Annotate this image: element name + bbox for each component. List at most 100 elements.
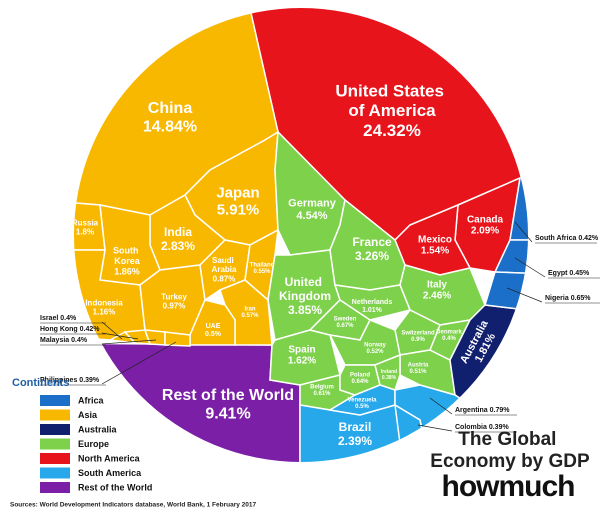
chart-title: The Global Economy by GDP xyxy=(430,429,590,472)
legend-label: Africa xyxy=(78,395,105,405)
legend-swatch xyxy=(40,424,70,435)
cell-value: 9.41% xyxy=(205,405,250,422)
brand: howmuch xyxy=(442,470,575,503)
cell-name: Thailand xyxy=(250,262,275,268)
external-label: Hong Kong 0.42% xyxy=(40,326,100,333)
cell-name: Nigeria xyxy=(545,295,569,302)
cell-value: 0.52% xyxy=(366,349,384,355)
external-label: Egypt 0.45% xyxy=(548,270,590,277)
cell-name: Rest of the World xyxy=(162,387,294,404)
cell-value: 0.65% xyxy=(571,295,592,302)
cell-name: India xyxy=(164,225,192,239)
cell-name: Israel xyxy=(40,315,58,322)
cell xyxy=(394,403,441,462)
cell-name: Philippines xyxy=(40,377,77,384)
external-label: Israel 0.4% xyxy=(40,315,77,322)
legend-swatch xyxy=(40,467,70,479)
cell-value: 0.64% xyxy=(351,379,369,385)
cell-name: Brazil xyxy=(339,420,372,434)
legend-swatch xyxy=(40,453,70,464)
cell-name: Italy xyxy=(427,279,447,290)
cell-value: 2.83% xyxy=(161,239,195,253)
cell xyxy=(509,171,528,241)
cell-name: Hong Kong xyxy=(40,326,78,333)
cell-value: 0.97% xyxy=(163,302,186,311)
cell-value: 1.54% xyxy=(421,245,449,256)
cell-value: 0.42% xyxy=(578,235,599,242)
cell-name: United States of America xyxy=(335,82,448,121)
cell-value: 0.67% xyxy=(336,323,354,329)
leader-line xyxy=(101,332,139,340)
cell-name: South Korea xyxy=(113,246,141,266)
cell-value: 2.46% xyxy=(423,290,451,301)
cell-name: Sweden xyxy=(334,316,357,322)
legend: Africa Asia Australia Europe North America So… xyxy=(40,395,152,493)
cell-value: 0.87% xyxy=(213,274,236,283)
cell-name: Austria xyxy=(408,362,429,368)
legend-swatch xyxy=(40,438,70,450)
cell-value: 0.38% xyxy=(382,375,397,381)
cell-value: 0.39% xyxy=(489,424,510,431)
legend-swatch xyxy=(40,409,70,421)
legend-swatch xyxy=(40,482,70,493)
cell xyxy=(374,353,401,391)
leader-line xyxy=(514,221,533,243)
external-label: Malaysia 0.4% xyxy=(40,337,88,344)
cell-name: Mexico xyxy=(418,234,452,245)
cell-name: Denmark xyxy=(436,329,462,335)
cell-name: China xyxy=(148,100,193,117)
cell-value: 1.16% xyxy=(93,308,116,317)
cell-value: 0.61% xyxy=(313,391,331,397)
cell-name: Belgium xyxy=(310,384,334,390)
external-label: Nigeria 0.65% xyxy=(545,295,591,302)
cell-value: 3.26% xyxy=(355,249,389,263)
cell-value: 0.51% xyxy=(409,369,427,375)
cell-value: 0.5% xyxy=(355,404,369,410)
cell-value: 24.32% xyxy=(363,121,421,140)
legend-label: Australia xyxy=(78,424,118,434)
leader-line xyxy=(101,321,123,340)
cell-value: 0.57% xyxy=(241,313,259,319)
cell-name: Saudi Arabia xyxy=(212,256,237,274)
cell-name: Iran xyxy=(244,306,255,312)
cell-name: South Africa xyxy=(535,235,576,242)
cell-name: Russia xyxy=(72,219,99,228)
cell-name: Ireland xyxy=(381,369,397,375)
cell xyxy=(493,239,528,276)
cell-name: Poland xyxy=(350,372,370,378)
cell-name: United Kingdom xyxy=(279,275,331,303)
cell-name: Colombia xyxy=(455,424,487,431)
cell-name: UAE xyxy=(206,323,221,330)
leader-line xyxy=(101,339,157,345)
cell-name: France xyxy=(352,235,392,249)
cell-name: Switzerland xyxy=(401,330,435,336)
external-label: Colombia 0.39% xyxy=(455,424,509,431)
cell-value: 0.55% xyxy=(253,269,271,275)
legend-label: Europe xyxy=(78,439,109,449)
cell-value: 0.4% xyxy=(60,315,77,322)
external-label: South Africa 0.42% xyxy=(535,235,599,242)
cell-value: 0.9% xyxy=(411,337,425,343)
